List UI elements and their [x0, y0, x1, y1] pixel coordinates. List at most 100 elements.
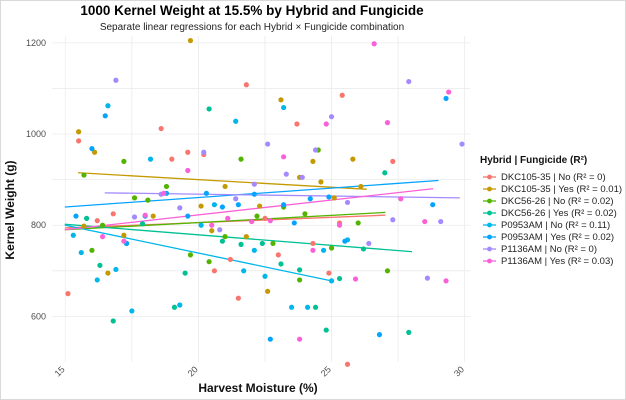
data-point [76, 129, 82, 135]
data-point [222, 183, 228, 190]
legend-key-point [487, 222, 492, 228]
regression-line [104, 192, 461, 199]
data-point [352, 276, 359, 282]
x-tick-label: 30 [452, 364, 466, 378]
data-point [121, 232, 127, 238]
data-point [131, 195, 138, 201]
data-point [278, 97, 284, 103]
data-point [238, 156, 244, 162]
data-point [262, 273, 268, 279]
data-point [459, 141, 465, 147]
data-point [328, 114, 335, 120]
legend-key-point [487, 198, 492, 204]
regression-line [64, 224, 333, 282]
data-point [209, 222, 215, 228]
data-point [297, 267, 303, 273]
regression-line [77, 172, 367, 190]
regression-line [64, 211, 386, 231]
data-point [131, 214, 138, 220]
data-point [81, 223, 87, 229]
data-point [254, 213, 260, 219]
data-point [270, 240, 276, 247]
data-point [344, 361, 351, 367]
data-point [390, 217, 396, 223]
data-point [251, 191, 257, 197]
x-tick-label: 15 [53, 364, 67, 378]
data-point [289, 304, 295, 310]
legend-label: P0953AM | Yes (R² = 0.02) [501, 232, 614, 243]
data-point [89, 247, 95, 253]
data-point [70, 232, 76, 238]
data-point [142, 212, 148, 218]
data-point [206, 106, 212, 112]
data-point [73, 213, 79, 219]
legend-label: P1136AM | No (R² = 0) [501, 244, 597, 255]
data-point [278, 261, 284, 267]
tick-labels: 600 800 1000 1200 15 20 25 30 [26, 38, 466, 379]
data-point [65, 291, 71, 297]
data-point [139, 221, 146, 227]
data-point [94, 218, 100, 224]
data-point [121, 158, 127, 164]
data-point [185, 213, 191, 219]
data-point [297, 336, 303, 342]
data-point [310, 158, 316, 164]
legend-label: P0953AM | No (R² = 0.11) [501, 220, 610, 231]
data-point [89, 146, 95, 152]
data-point [360, 246, 367, 252]
data-point [185, 167, 191, 174]
data-point [187, 252, 194, 258]
data-point [294, 121, 300, 127]
data-point [145, 197, 151, 203]
data-point [225, 215, 231, 221]
data-point [398, 196, 404, 202]
data-point [182, 270, 188, 276]
data-point [219, 238, 225, 244]
data-point [350, 156, 356, 162]
regression-line [64, 223, 413, 253]
data-point [161, 190, 167, 196]
x-axis-label: Harvest Moisture (%) [198, 381, 317, 395]
legend-label: DKC105-35 | Yes (R² = 0.01) [501, 184, 622, 195]
data-point [105, 270, 111, 276]
data-point [355, 220, 361, 226]
legend-label: DKC105-35 | No (R² = 0) [501, 172, 606, 183]
y-tick-label: 600 [31, 311, 46, 321]
legend-key-point [487, 246, 492, 252]
legend-key-point [487, 258, 492, 264]
chart-title: 1000 Kernel Weight at 15.5% by Hybrid an… [80, 3, 424, 18]
data-point [251, 181, 257, 187]
data-point [235, 295, 241, 301]
data-point [187, 37, 194, 44]
data-point [249, 218, 255, 225]
legend: Hybrid | Fungicide (R²) DKC105-35 | No (… [480, 155, 622, 267]
data-point [336, 222, 343, 228]
data-point [241, 268, 247, 274]
data-point [105, 103, 111, 109]
data-point [422, 218, 428, 225]
data-point [121, 238, 127, 244]
data-point [110, 318, 116, 324]
data-point [406, 329, 412, 335]
data-point [339, 92, 345, 98]
data-point [358, 183, 364, 190]
x-tick-label: 20 [186, 364, 200, 378]
data-point [211, 268, 218, 274]
data-point [102, 113, 108, 119]
data-point [366, 240, 372, 247]
data-point [312, 304, 319, 310]
data-point [326, 194, 332, 200]
data-point [275, 252, 281, 258]
data-point [209, 228, 215, 234]
data-point [336, 275, 343, 282]
legend-key-point [487, 174, 492, 180]
data-point [312, 147, 319, 153]
data-point [328, 245, 335, 251]
y-axis-label: Kernel Weight (g) [3, 160, 17, 259]
data-point [307, 196, 313, 202]
data-point [113, 266, 119, 273]
data-point [299, 174, 305, 180]
data-point [438, 218, 444, 225]
